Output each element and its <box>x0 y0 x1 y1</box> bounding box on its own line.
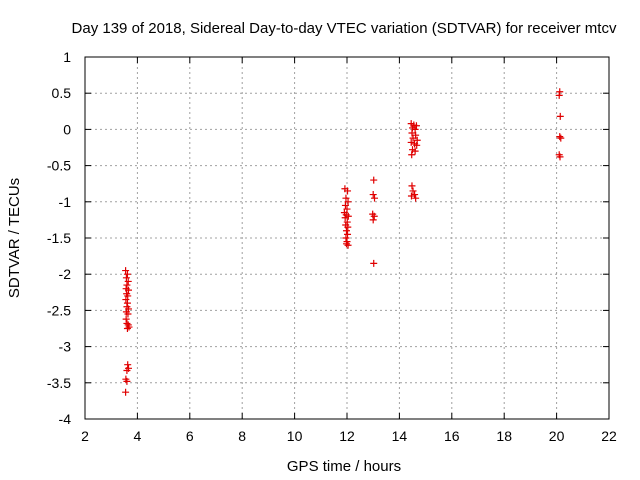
data-point <box>556 112 564 120</box>
data-point <box>557 134 565 142</box>
data-point <box>412 122 420 130</box>
data-point <box>124 286 132 294</box>
data-point <box>556 133 564 141</box>
data-point <box>555 91 563 99</box>
data-point <box>342 240 350 248</box>
data-point <box>344 187 352 195</box>
x-axis-label: GPS time / hours <box>287 458 401 475</box>
data-point <box>124 292 132 300</box>
y-tick-label: -2 <box>59 266 72 282</box>
data-point <box>408 182 416 190</box>
data-point <box>124 310 132 318</box>
data-point <box>344 230 352 238</box>
data-point <box>122 388 130 396</box>
data-point <box>369 216 377 224</box>
data-point <box>370 176 378 184</box>
x-tick-label: 18 <box>496 428 512 444</box>
data-point <box>122 296 130 304</box>
y-tick-label: -1.5 <box>47 230 71 246</box>
data-point <box>409 134 417 142</box>
data-point <box>408 129 416 137</box>
x-tick-label: 12 <box>339 428 355 444</box>
data-point <box>341 214 349 222</box>
data-point <box>342 194 350 202</box>
x-tick-label: 22 <box>601 428 617 444</box>
data-point <box>409 187 417 195</box>
y-tick-label: -0.5 <box>47 158 71 174</box>
plot-frame <box>84 56 610 420</box>
data-point <box>370 259 378 267</box>
y-tick-label: -1 <box>59 194 72 210</box>
data-point <box>123 366 131 374</box>
x-tick-label: 14 <box>392 428 408 444</box>
data-point <box>342 227 350 235</box>
data-point <box>556 153 564 161</box>
data-point <box>122 267 130 275</box>
data-point <box>123 270 131 278</box>
data-point <box>344 241 352 249</box>
chart-title: Day 139 of 2018, Sidereal Day-to-day VTE… <box>72 20 617 37</box>
data-point <box>411 147 419 155</box>
data-point <box>122 274 130 282</box>
data-point <box>371 194 379 202</box>
x-tick-label: 4 <box>134 428 142 444</box>
x-tick-label: 10 <box>287 428 303 444</box>
data-point <box>343 205 351 213</box>
data-point <box>369 191 377 199</box>
data-point <box>407 192 415 200</box>
y-tick-label: 0.5 <box>52 85 72 101</box>
y-tick-label: 0 <box>63 121 71 137</box>
data-points <box>122 88 565 396</box>
data-point <box>344 223 352 231</box>
y-tick-label: -3.5 <box>47 375 71 391</box>
y-axis-label: SDTVAR / TECUs <box>6 178 23 298</box>
data-point <box>408 151 416 159</box>
data-point <box>407 138 415 146</box>
data-point <box>370 212 378 220</box>
data-point <box>123 325 131 332</box>
data-point <box>123 281 131 289</box>
data-point <box>344 198 352 206</box>
data-point <box>344 212 352 220</box>
y-tick-label: 1 <box>63 49 71 65</box>
y-tick-label: -4 <box>59 411 72 427</box>
y-tick-label: -2.5 <box>47 302 71 318</box>
x-tick-label: 6 <box>186 428 194 444</box>
data-point <box>124 277 132 285</box>
y-tick-labels: 1 0.5 0 -0.5 -1 -1.5 -2 -2.5 -3 -3.5 -4 <box>47 49 71 427</box>
data-point <box>412 194 420 202</box>
y-tick-label: -3 <box>59 339 72 355</box>
data-point <box>123 377 131 385</box>
x-tick-label: 8 <box>238 428 246 444</box>
x-tick-label: 2 <box>81 428 89 444</box>
data-point <box>122 315 130 323</box>
x-tick-labels: 2 4 6 8 10 12 14 16 18 20 22 <box>81 428 617 444</box>
data-point <box>125 323 133 331</box>
data-point <box>124 361 132 369</box>
x-tick-label: 16 <box>444 428 460 444</box>
data-point <box>341 201 349 209</box>
x-tick-label: 20 <box>549 428 565 444</box>
data-point <box>413 141 421 149</box>
data-point <box>411 191 419 199</box>
